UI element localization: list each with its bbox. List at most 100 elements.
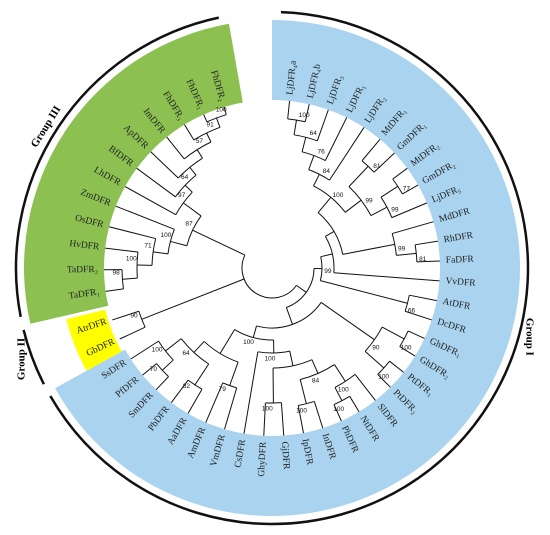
bootstrap-value: 100 xyxy=(378,374,389,381)
branch xyxy=(320,302,375,341)
bootstrap-value: 97 xyxy=(178,192,186,199)
branch xyxy=(105,288,124,292)
branch xyxy=(342,243,395,255)
branch xyxy=(304,104,310,122)
branch xyxy=(329,127,365,181)
group-band xyxy=(66,309,122,371)
branch xyxy=(364,350,385,369)
branch xyxy=(333,272,440,282)
leaf-label: LjDFR₄a xyxy=(285,59,299,95)
bootstrap-value: 98 xyxy=(112,270,120,277)
bootstrap-value: 70 xyxy=(150,366,158,373)
branch xyxy=(301,137,307,152)
branch xyxy=(391,202,428,219)
branch xyxy=(287,100,291,119)
branch-arc xyxy=(167,229,175,254)
leaf-label: HvDFR xyxy=(69,239,101,253)
branch xyxy=(136,167,176,198)
branch xyxy=(119,326,146,340)
branch xyxy=(293,119,297,135)
branch xyxy=(316,109,329,141)
branch xyxy=(187,388,203,414)
leaf-label: FaDFR xyxy=(446,255,475,266)
branch xyxy=(130,340,159,360)
branch xyxy=(153,251,169,255)
branch xyxy=(194,363,210,386)
branch xyxy=(263,402,266,436)
branch xyxy=(373,152,395,173)
branch xyxy=(184,124,195,141)
bootstrap-value: 79 xyxy=(219,386,227,393)
branch xyxy=(317,196,332,213)
branch xyxy=(105,247,139,253)
branch xyxy=(361,138,381,162)
branch-arc xyxy=(399,330,409,347)
branch xyxy=(392,221,434,235)
bootstrap-value: 99 xyxy=(391,206,399,213)
branch-arc xyxy=(138,311,146,328)
branch xyxy=(170,379,189,403)
branch-arc xyxy=(177,157,203,179)
bootstrap-value: 100 xyxy=(338,386,349,393)
branch xyxy=(170,240,187,247)
branch xyxy=(252,325,257,338)
branch xyxy=(115,205,175,230)
branch-arc xyxy=(222,382,237,389)
branch xyxy=(289,351,294,366)
leaf-label: CsDFR xyxy=(233,438,248,468)
branch-arc xyxy=(404,295,410,312)
bootstrap-value: 76 xyxy=(318,149,326,156)
branch xyxy=(308,155,315,170)
branch xyxy=(404,310,432,321)
branch-arc xyxy=(206,114,227,123)
branch-arc xyxy=(308,169,330,181)
branch xyxy=(192,229,246,256)
branch-arc xyxy=(377,360,390,375)
leaf-label: RhDFR xyxy=(443,231,474,246)
branch xyxy=(166,136,185,160)
branch xyxy=(334,364,346,382)
bootstrap-value: 100 xyxy=(262,406,273,413)
branch xyxy=(112,310,140,321)
branch xyxy=(124,186,177,216)
branch xyxy=(409,294,437,302)
branch xyxy=(141,278,245,320)
branch-arc xyxy=(313,185,346,213)
branch xyxy=(313,174,320,187)
branch xyxy=(381,326,405,340)
bootstrap-value: 100 xyxy=(216,107,227,114)
group-arc xyxy=(22,329,46,385)
bootstrap-value: 100 xyxy=(161,232,172,239)
branch xyxy=(313,401,324,429)
group-band xyxy=(55,20,521,516)
branch-arc xyxy=(361,160,375,173)
bootstrap-value: 90 xyxy=(372,344,380,351)
bootstrap-value: 100 xyxy=(265,356,276,363)
bootstrap-value: 57 xyxy=(196,138,204,145)
branch xyxy=(349,396,360,412)
branch xyxy=(183,202,202,217)
branch xyxy=(320,280,408,304)
bootstrap-value: 84 xyxy=(323,168,331,175)
branch-arc xyxy=(156,363,169,377)
bootstrap-value: 100 xyxy=(333,406,344,413)
bootstrap-value: 100 xyxy=(243,339,254,346)
branch xyxy=(297,405,304,434)
branch xyxy=(109,226,156,240)
bootstrap-value: 81 xyxy=(419,256,427,263)
bootstrap-value: 99 xyxy=(365,197,373,204)
group-arc xyxy=(14,16,220,318)
branch xyxy=(333,404,342,422)
branch xyxy=(219,329,236,354)
branch xyxy=(189,167,197,176)
bootstrap-value: 100 xyxy=(296,408,307,415)
branch xyxy=(184,184,193,193)
branch xyxy=(161,359,174,371)
branch xyxy=(296,284,307,293)
leaf-label: GjDFR xyxy=(279,441,291,470)
bootstrap-value: 66 xyxy=(408,308,416,315)
branch xyxy=(348,165,369,187)
branch xyxy=(206,132,212,143)
bootstrap-value: 99 xyxy=(398,246,406,253)
leaf-label: VvDFR xyxy=(445,277,476,289)
